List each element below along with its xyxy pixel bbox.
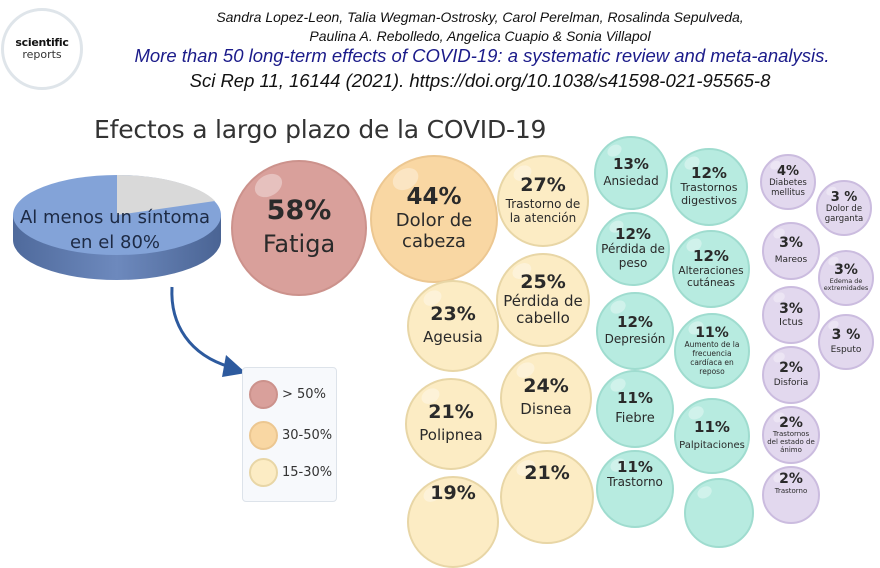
legend-label: 15-30% <box>282 465 333 480</box>
authors-line-1: Sandra Lopez-Leon, Talia Wegman-Ostrosky… <box>216 9 744 25</box>
scientific-reports-logo: scientific reports <box>1 8 83 90</box>
pie-label-line2: en el 80% <box>69 232 160 253</box>
bubble-fiebre: 11% Fiebre <box>596 370 674 448</box>
legend-item-30-50: 30-50% <box>249 421 332 450</box>
infographic-title: Efectos a largo plazo de la COVID-19 <box>94 115 547 144</box>
bubble-frecuencia-cardiaca: 11% Aumento de la frecuencia cardíaca en… <box>674 313 750 389</box>
logo-line1: scientific <box>15 36 69 49</box>
bubble-19pct-partial: 19% <box>407 476 499 568</box>
bubble-perdida-cabello: 25% Pérdida de cabello <box>496 253 590 347</box>
bubble-trastornos-estado-animo: 2% Trastornos del estado de ánimo <box>762 406 820 464</box>
bubble-trastorno-purple-partial: 2% Trastorno <box>762 466 820 524</box>
arrow-icon <box>170 286 246 377</box>
bubble-perdida-peso: 12% Pérdida de peso <box>596 212 670 286</box>
bubble-diabetes: 4% Diabetes mellitus <box>760 154 816 210</box>
bubble-trastorno-teal-partial: 11% Trastorno <box>596 450 674 528</box>
legend-item-gt50: > 50% <box>249 380 326 409</box>
bubble-trastorno-atencion: 27% Trastorno de la atención <box>497 155 589 247</box>
legend-label: 30-50% <box>282 428 333 443</box>
bubble-esputo: 3 % Esputo <box>818 314 874 370</box>
bubble-mareos: 3% Mareos <box>762 222 820 280</box>
bubble-teal-partial <box>684 478 754 548</box>
logo-line2: reports <box>22 48 62 61</box>
citation: Sci Rep 11, 16144 (2021). https://doi.or… <box>189 70 771 91</box>
legend-label: > 50% <box>282 387 326 402</box>
bubble-ageusia: 23% Ageusia <box>407 280 499 372</box>
authors-line-2: Paulina A. Rebolledo, Angelica Cuapio & … <box>309 28 651 44</box>
bubble-dolor-de-cabeza: 44% Dolor de cabeza <box>370 155 498 283</box>
bubble-disforia: 2% Disforia <box>762 346 820 404</box>
pie-chart <box>13 174 221 280</box>
bubble-fatiga: 58% Fatiga <box>231 160 367 296</box>
bubble-alteraciones-cutaneas: 12% Alteraciones cutáneas <box>672 230 750 308</box>
bubble-ansiedad: 13% Ansiedad <box>594 136 668 210</box>
bubble-depresion: 12% Depresión <box>596 292 674 370</box>
bubble-dolor-garganta: 3 % Dolor de garganta <box>816 180 872 236</box>
bubble-disnea: 24% Disnea <box>500 352 592 444</box>
bubble-ictus: 3% Ictus <box>762 286 820 344</box>
paper-title: More than 50 long-term effects of COVID-… <box>134 45 830 66</box>
pie-label-line1: Al menos un síntoma <box>19 207 211 228</box>
pie-label: Al menos un síntoma en el 80% <box>10 205 220 255</box>
legend-item-15-30: 15-30% <box>249 458 332 487</box>
bubble-trastornos-digestivos: 12% Trastornos digestivos <box>670 148 748 226</box>
legend: > 50% 30-50% 15-30% <box>242 367 337 502</box>
bubble-21pct-partial: 21% <box>500 450 594 544</box>
bubble-polipnea: 21% Polipnea <box>405 378 497 470</box>
bubble-edema: 3% Edema de extremidades <box>818 250 874 306</box>
legend-swatch-yellow <box>249 458 278 487</box>
bubble-palpitaciones: 11% Palpitaciones <box>674 398 750 474</box>
legend-swatch-red <box>249 380 278 409</box>
legend-swatch-orange <box>249 421 278 450</box>
